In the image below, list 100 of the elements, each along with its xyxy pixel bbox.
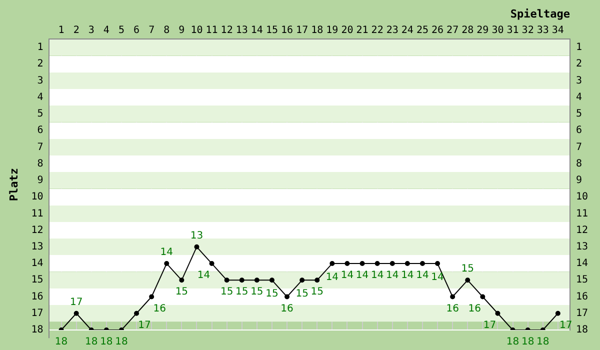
y-tick-label: 11 bbox=[31, 208, 44, 220]
data-label: 15 bbox=[236, 286, 248, 298]
y2-tick-label: 17 bbox=[576, 308, 588, 319]
y2-tick-label: 11 bbox=[576, 208, 588, 220]
x-tick-label: 16 bbox=[281, 24, 294, 36]
point bbox=[450, 294, 456, 300]
point bbox=[420, 261, 425, 266]
point bbox=[555, 310, 560, 316]
x-tick-label: 23 bbox=[386, 24, 398, 36]
x-tick-label: 25 bbox=[416, 24, 428, 36]
data-label: 14 bbox=[431, 272, 444, 284]
y-tick-label: 18 bbox=[31, 324, 44, 336]
y-tick-label: 3 bbox=[37, 75, 44, 86]
x-tick-label: 18 bbox=[311, 24, 324, 36]
y-tick-label: 8 bbox=[37, 158, 44, 170]
y-tick-label: 9 bbox=[37, 175, 44, 186]
y2-tick-label: 1 bbox=[576, 42, 582, 54]
data-label: 16 bbox=[446, 303, 459, 314]
x-tick-label: 14 bbox=[250, 24, 263, 36]
data-label: 14 bbox=[356, 270, 369, 282]
x-tick-label: 21 bbox=[356, 24, 368, 36]
point bbox=[390, 261, 395, 266]
x-tick-label: 34 bbox=[552, 24, 564, 36]
x-axis-title: Spieltage bbox=[510, 7, 570, 20]
data-label: 18 bbox=[115, 336, 128, 348]
y-tick-label: 5 bbox=[37, 108, 44, 120]
data-label: 17 bbox=[138, 320, 151, 331]
data-label: 17 bbox=[483, 320, 496, 331]
x-tick-label: 27 bbox=[446, 24, 459, 36]
point bbox=[404, 261, 410, 266]
data-label: 15 bbox=[310, 286, 324, 298]
point bbox=[194, 244, 200, 250]
data-label: 14 bbox=[401, 270, 414, 282]
point bbox=[465, 278, 470, 283]
point bbox=[239, 278, 244, 283]
y-tick-label: 4 bbox=[37, 92, 44, 103]
data-label: 18 bbox=[54, 336, 68, 348]
x-tick-label: 11 bbox=[206, 24, 218, 36]
data-label: 17 bbox=[560, 320, 572, 331]
x-tick-label: 2 bbox=[73, 24, 80, 36]
point bbox=[164, 261, 170, 266]
y-tick-label: 17 bbox=[31, 308, 44, 319]
y2-tick-label: 16 bbox=[576, 291, 588, 302]
x-tick-label: 19 bbox=[326, 24, 338, 36]
y-tick-label: 7 bbox=[37, 142, 44, 153]
data-label: 14 bbox=[416, 270, 429, 282]
x-tick-label: 13 bbox=[236, 24, 248, 36]
y2-tick-label: 2 bbox=[576, 58, 582, 70]
y2-tick-label: 15 bbox=[576, 274, 588, 286]
x-tick-label: 29 bbox=[476, 24, 489, 36]
y2-tick-label: 6 bbox=[576, 125, 582, 136]
y-tick-label: 1 bbox=[37, 42, 44, 54]
point bbox=[284, 294, 290, 300]
data-label: 15 bbox=[266, 288, 278, 300]
x-tick-label: 6 bbox=[134, 24, 140, 36]
x-tick-label: 20 bbox=[341, 24, 354, 36]
point bbox=[179, 278, 184, 283]
data-label: 18 bbox=[506, 336, 520, 348]
x-tick-label: 22 bbox=[371, 24, 384, 36]
point bbox=[254, 278, 260, 283]
point bbox=[344, 261, 350, 266]
data-label: 15 bbox=[296, 288, 308, 300]
data-label: 17 bbox=[70, 296, 83, 308]
y-tick-label: 6 bbox=[37, 125, 44, 136]
point bbox=[300, 278, 305, 283]
x-tick-label: 15 bbox=[266, 24, 278, 36]
y2-tick-label: 14 bbox=[576, 258, 588, 270]
data-label: 18 bbox=[100, 336, 113, 348]
data-label: 18 bbox=[536, 336, 550, 348]
x-tick-label: 28 bbox=[462, 24, 474, 36]
x-tick-label: 31 bbox=[506, 24, 519, 36]
y2-tick-label: 8 bbox=[576, 158, 582, 170]
x-tick-label: 17 bbox=[296, 24, 308, 36]
point bbox=[149, 294, 154, 300]
data-label: 18 bbox=[85, 336, 98, 348]
x-tick-label: 26 bbox=[432, 24, 444, 36]
data-label: 14 bbox=[197, 270, 210, 282]
x-tick-label: 7 bbox=[148, 24, 155, 36]
y-tick-label: 12 bbox=[31, 224, 44, 236]
y2-tick-label: 13 bbox=[576, 242, 588, 253]
data-label: 14 bbox=[386, 270, 399, 282]
point bbox=[360, 261, 365, 266]
y2-tick-label: 10 bbox=[576, 192, 588, 203]
y-tick-label: 14 bbox=[31, 258, 44, 270]
point bbox=[269, 278, 274, 283]
y2-tick-label: 9 bbox=[576, 175, 582, 186]
point bbox=[480, 294, 486, 300]
y2-tick-label: 18 bbox=[576, 324, 588, 336]
y2-tick-label: 4 bbox=[576, 92, 582, 103]
y2-tick-label: 5 bbox=[576, 108, 582, 120]
x-tick-label: 30 bbox=[492, 24, 504, 36]
x-tick-label: 10 bbox=[190, 24, 203, 36]
point bbox=[74, 310, 79, 316]
x-tick-label: 32 bbox=[522, 24, 534, 36]
y2-tick-label: 7 bbox=[576, 142, 582, 153]
data-label: 14 bbox=[326, 272, 339, 284]
x-tick-label: 5 bbox=[118, 24, 124, 36]
x-tick-label: 9 bbox=[178, 24, 185, 36]
x-tick-label: 3 bbox=[88, 24, 94, 36]
x-tick-label: 33 bbox=[536, 24, 549, 36]
